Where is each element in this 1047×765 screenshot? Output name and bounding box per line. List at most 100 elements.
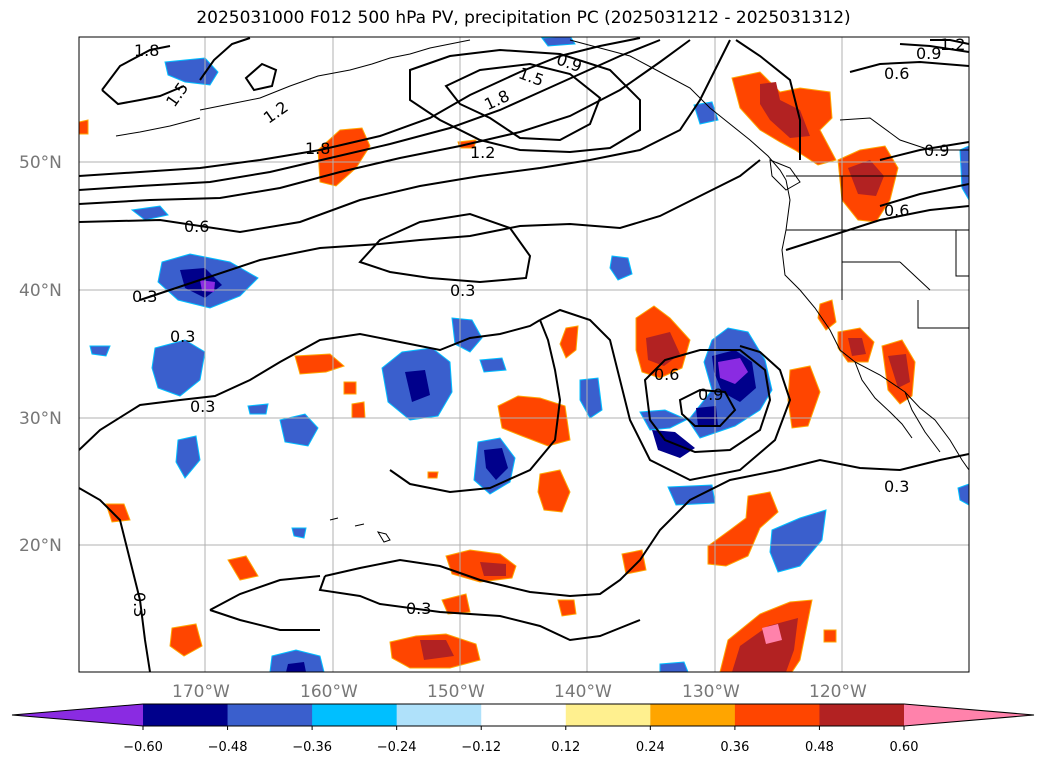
pv-contours <box>79 37 969 672</box>
pos-area <box>351 401 366 419</box>
pos-area <box>848 338 866 356</box>
pos-area <box>441 593 471 615</box>
contour-label: 0.6 <box>884 201 909 220</box>
colorbar-segment <box>396 704 482 726</box>
contour-label: 0.9 <box>698 385 723 404</box>
contour-0-3-south <box>324 453 969 598</box>
colorbar-segment <box>481 704 567 726</box>
contour-label: 1.2 <box>470 143 495 162</box>
pos-area <box>105 503 131 523</box>
graticule <box>79 37 969 672</box>
colorbar-segment <box>734 704 820 726</box>
pos-area <box>497 395 571 447</box>
pos-area <box>559 325 579 359</box>
pos-area <box>557 599 577 617</box>
contour-label: 0.3 <box>190 397 215 416</box>
neg-area <box>175 435 201 479</box>
coastlines <box>115 39 969 543</box>
neg-area <box>769 509 827 573</box>
pos-area <box>787 365 821 429</box>
neg-area <box>286 662 306 672</box>
colorbar-tick-label: 0.60 <box>890 740 919 755</box>
alaska-coast <box>199 39 471 111</box>
neg-area <box>405 370 430 402</box>
contour-1-5-blob <box>409 48 641 154</box>
neg-area <box>659 661 689 672</box>
neg-area <box>484 448 508 480</box>
pos-area <box>848 160 884 196</box>
neg-area <box>693 101 719 125</box>
pos-area <box>760 82 810 138</box>
contour-label: 0.6 <box>184 217 209 236</box>
neg-area <box>479 357 507 373</box>
neg-area <box>151 339 206 397</box>
baja <box>854 361 913 439</box>
pos-area <box>762 624 782 644</box>
neg-area <box>609 255 633 281</box>
map-frame <box>78 36 970 673</box>
colorbar-segment <box>565 704 651 726</box>
contour-label: 0.3 <box>450 281 475 300</box>
colorbar-extend-min <box>12 704 143 726</box>
latitude-labels: 50°N 40°N 30°N 20°N <box>19 153 62 556</box>
pos-area <box>420 640 454 660</box>
colorbar-segment <box>227 704 313 726</box>
contour-label: 0.9 <box>924 141 949 160</box>
colorbar-extend-max <box>904 704 1034 726</box>
lon-label: 160°W <box>300 682 358 702</box>
neg-area <box>130 205 169 221</box>
aleutians <box>115 117 201 137</box>
precip-shading <box>79 37 969 672</box>
colorbar-segment <box>143 704 229 726</box>
neg-area <box>579 377 603 419</box>
pos-area <box>817 299 837 331</box>
lon-label: 120°W <box>809 682 867 702</box>
contour-label: 1.2 <box>940 35 965 54</box>
colorbar-tick-label: −0.12 <box>461 740 501 755</box>
west-coast <box>781 179 969 471</box>
neg-area <box>541 37 576 47</box>
chart-title: 2025031000 F012 500 hPa PV, precipitatio… <box>196 8 851 28</box>
neg-area <box>200 280 215 292</box>
pos-area <box>480 562 506 576</box>
contour-label: 1.8 <box>134 41 159 60</box>
vancouver-island <box>769 159 801 191</box>
colorbar-segment <box>819 704 905 726</box>
pos-area <box>343 381 357 395</box>
contour-1-8-blob <box>444 62 602 142</box>
contour-label: 0.6 <box>884 64 909 83</box>
colorbar-tick-label: −0.24 <box>377 740 417 755</box>
pos-area <box>732 618 798 672</box>
gulf-california <box>904 391 941 453</box>
contour-label: 0.3 <box>170 327 195 346</box>
pos-area <box>888 354 910 388</box>
lon-label: 130°W <box>682 682 740 702</box>
contour-label: 0.3 <box>130 592 149 617</box>
colorbar: −0.60 −0.48 −0.36 −0.24 −0.12 0.12 0.24 0.36 0.4… <box>11 703 1035 755</box>
map-panel <box>79 37 969 672</box>
lat-label: 40°N <box>19 281 62 301</box>
contour-upper-left-blob <box>244 62 278 92</box>
pos-area <box>227 555 259 581</box>
contour-label: 0.3 <box>132 287 157 306</box>
pos-area <box>537 469 571 513</box>
contour-label: 0.9 <box>916 44 941 63</box>
neg-area <box>667 484 716 506</box>
colorbar-tick-label: 0.24 <box>636 740 665 755</box>
neg-area <box>89 345 111 357</box>
contour-label: 1.8 <box>305 139 330 158</box>
contour-label: 0.3 <box>884 477 909 496</box>
pos-area <box>79 119 89 135</box>
colorbar-tick-label: −0.48 <box>208 740 248 755</box>
pos-area <box>823 629 837 643</box>
contour-0-9-loop <box>643 349 772 454</box>
pos-area <box>317 127 371 187</box>
pos-area <box>169 623 203 657</box>
positive-precip-areas <box>79 71 916 672</box>
lon-label: 140°W <box>554 682 612 702</box>
longitude-labels: 170°W 160°W 150°W 140°W 130°W 120°W <box>172 682 867 702</box>
lat-label: 30°N <box>19 409 62 429</box>
pos-area <box>621 549 647 575</box>
hawaii <box>329 517 391 543</box>
